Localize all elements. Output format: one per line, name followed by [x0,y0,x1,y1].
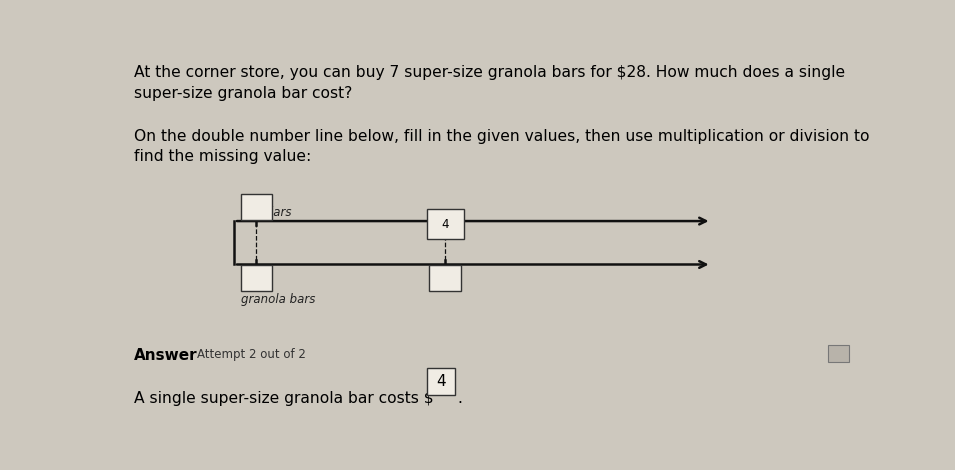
Text: Answer: Answer [134,348,198,363]
Bar [241,194,272,220]
Text: A single super-size granola bar costs $: A single super-size granola bar costs $ [134,391,434,406]
Bar [430,265,460,291]
Text: dollars: dollars [252,206,292,219]
Text: On the double number line below, fill in the given values, then use multiplicati: On the double number line below, fill in… [134,129,870,164]
Text: .: . [457,391,462,406]
Text: Attempt 2 out of 2: Attempt 2 out of 2 [197,348,306,361]
Bar [241,265,272,291]
Bar [427,368,455,395]
Bar [828,345,849,362]
Text: At the corner store, you can buy 7 super-size granola bars for $28. How much doe: At the corner store, you can buy 7 super… [134,65,845,101]
Bar [427,209,463,239]
Text: 4: 4 [441,218,449,230]
Text: 4: 4 [435,374,445,389]
Text: granola bars: granola bars [241,293,315,306]
